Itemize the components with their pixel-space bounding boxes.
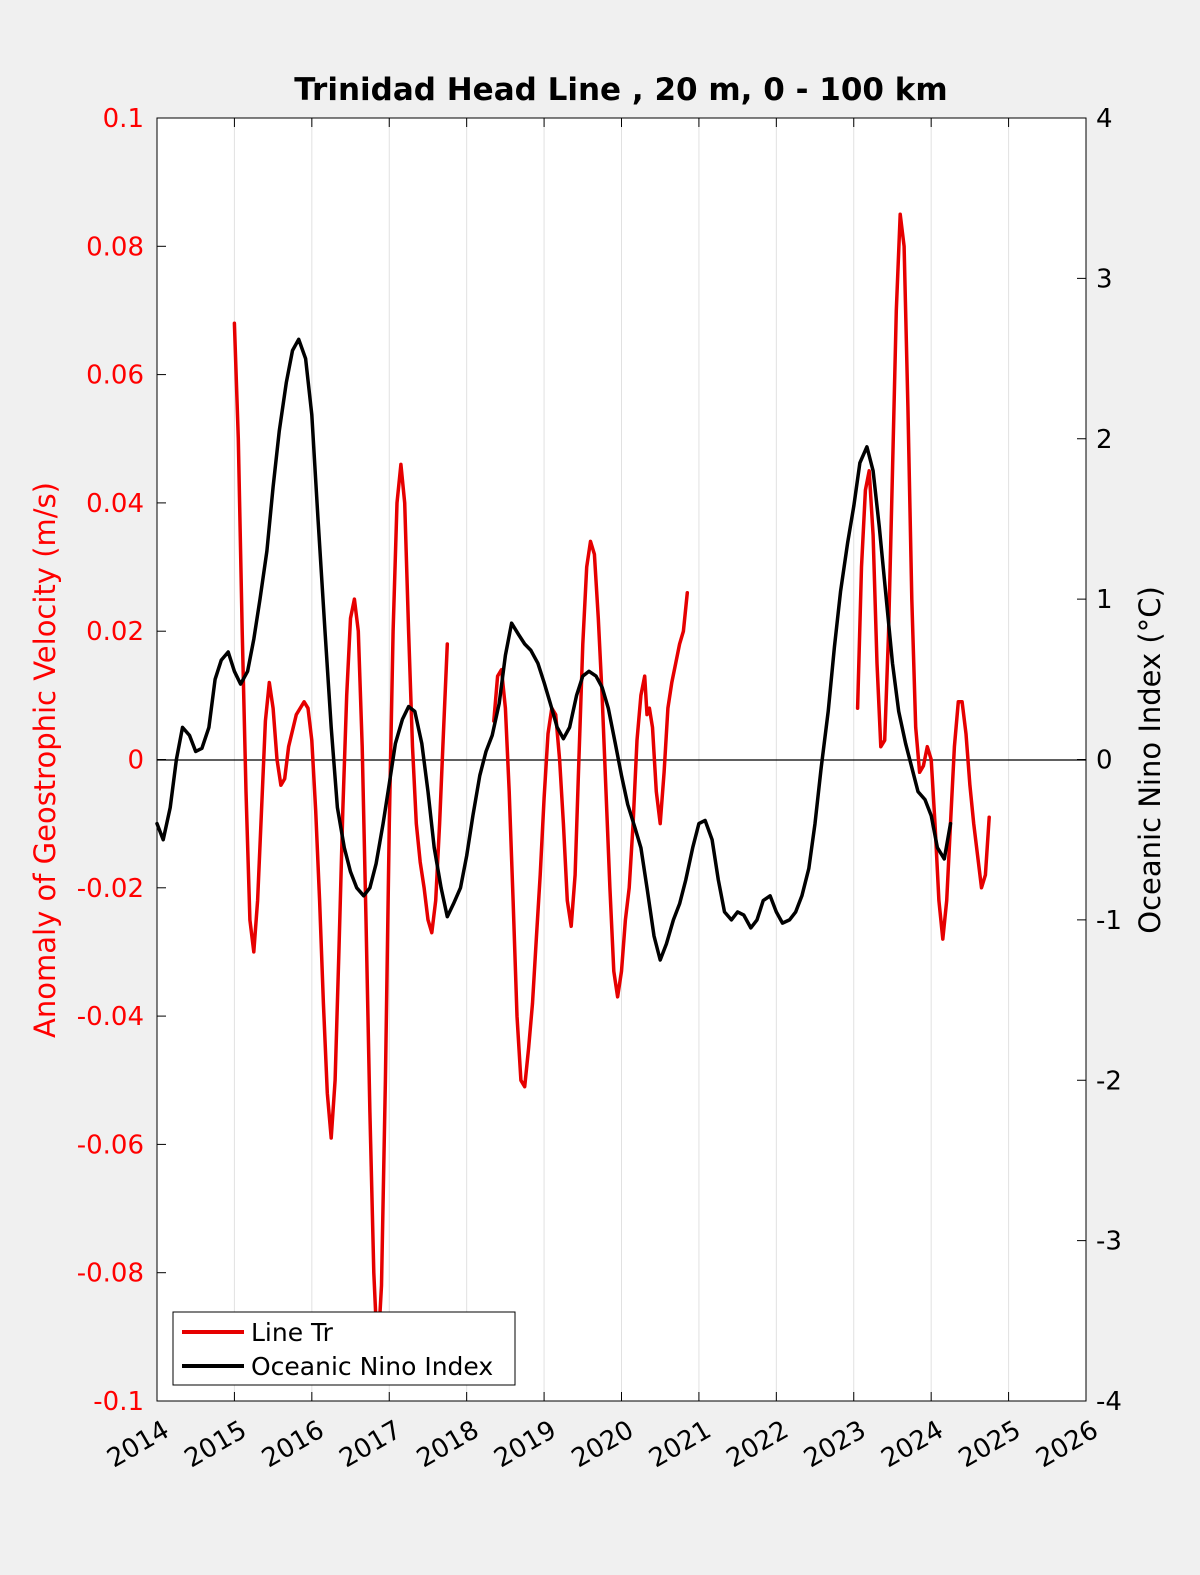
- y-right-tick-label: -2: [1096, 1066, 1122, 1096]
- series-line-tr: [232, 321, 450, 1358]
- series-layer: [155, 212, 991, 1358]
- y-left-tick-label: -0.08: [77, 1259, 144, 1289]
- y-right-tick-label: 4: [1096, 104, 1113, 134]
- x-tick-label: 2020: [567, 1415, 639, 1474]
- y-right-tick-label: 1: [1096, 585, 1113, 615]
- y-right-tick-label: 2: [1096, 425, 1113, 455]
- series-line-tr: [492, 539, 690, 1089]
- x-tick-label: 2023: [799, 1415, 871, 1474]
- legend-label-line-tr: Line Tr: [251, 1318, 334, 1347]
- y-left-tick-label: -0.04: [77, 1002, 144, 1032]
- x-tick-label: 2014: [102, 1415, 174, 1474]
- y-left-tick-label: 0.08: [86, 232, 144, 262]
- y-left-tick-label: -0.1: [93, 1387, 144, 1417]
- legend-box: [172, 1311, 516, 1386]
- series-oceanic-nino-index: [155, 337, 953, 962]
- y-axis-left-label: Anomaly of Geostrophic Velocity (m/s): [28, 482, 62, 1038]
- x-tick-label: 2015: [180, 1415, 252, 1474]
- x-tick-label: 2017: [334, 1415, 406, 1474]
- y-left-tick-label: -0.02: [77, 874, 144, 904]
- x-tick-label: 2022: [722, 1415, 794, 1474]
- y-right-tick-label: 0: [1096, 746, 1113, 776]
- y-axis-right-label: Oceanic Nino Index (°C): [1133, 586, 1167, 934]
- x-tick-label: 2016: [257, 1415, 329, 1474]
- x-tick-label: 2024: [876, 1415, 948, 1474]
- y-left-tick-label: 0.1: [103, 104, 144, 134]
- y-right-tick-label: -4: [1096, 1387, 1122, 1417]
- y-left-tick-label: 0: [127, 746, 144, 776]
- legend-label-oni: Oceanic Nino Index: [251, 1352, 493, 1381]
- y-right-tick-label: -3: [1096, 1227, 1122, 1257]
- y-right-tick-label: -1: [1096, 906, 1122, 936]
- x-tick-label: 2026: [1031, 1415, 1103, 1474]
- y-right-tick-label: 3: [1096, 264, 1113, 294]
- x-tick-label: 2021: [644, 1415, 716, 1474]
- y-left-tick-label: 0.02: [86, 617, 144, 647]
- chart-title: Trinidad Head Line , 20 m, 0 - 100 km: [294, 72, 947, 108]
- x-tick-label: 2025: [954, 1415, 1026, 1474]
- y-left-tick-label: -0.06: [77, 1130, 144, 1160]
- legend: Line Tr Oceanic Nino Index: [172, 1311, 516, 1386]
- x-tick-label: 2018: [412, 1415, 484, 1474]
- x-tick-label: 2019: [489, 1415, 561, 1474]
- y-left-tick-label: 0.06: [86, 361, 144, 391]
- y-left-tick-label: 0.04: [86, 489, 144, 519]
- series-line-tr: [855, 212, 991, 941]
